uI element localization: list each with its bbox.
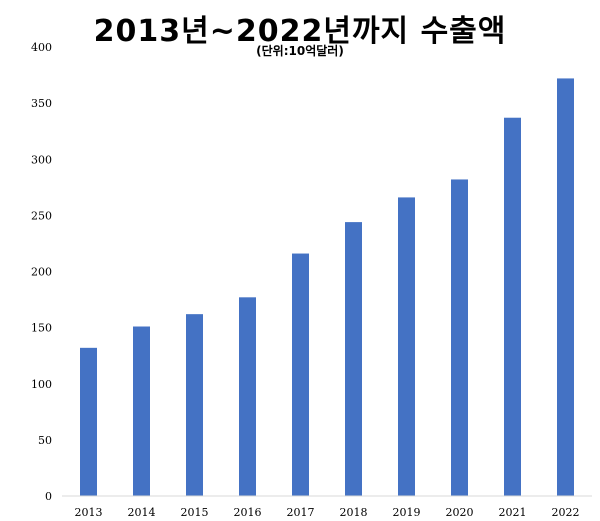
bar-2021 bbox=[504, 117, 521, 496]
bar-series bbox=[80, 78, 574, 497]
y-tick-label: 0 bbox=[45, 490, 52, 503]
bar-2017 bbox=[292, 253, 309, 496]
x-tick-label: 2019 bbox=[393, 506, 421, 519]
x-tick-label: 2018 bbox=[340, 506, 368, 519]
y-tick-label: 350 bbox=[31, 97, 52, 110]
y-axis-ticks: 0 50 100 150 200 250 300 350 400 bbox=[31, 41, 52, 503]
bar-2014 bbox=[133, 326, 150, 496]
bar-2013 bbox=[80, 347, 97, 496]
y-tick-label: 200 bbox=[31, 266, 52, 279]
y-tick-label: 250 bbox=[31, 209, 52, 222]
bar-2019 bbox=[398, 197, 415, 497]
y-tick-label: 50 bbox=[38, 434, 52, 447]
chart-subtitle: (단위:10억달러) bbox=[256, 44, 344, 58]
x-tick-label: 2020 bbox=[446, 506, 474, 519]
bar-2018 bbox=[345, 222, 362, 497]
chart-title: 2013년~2022년까지 수출액 bbox=[93, 14, 507, 49]
x-tick-label: 2021 bbox=[499, 506, 527, 519]
y-tick-label: 400 bbox=[31, 41, 52, 54]
x-tick-label: 2016 bbox=[234, 506, 262, 519]
x-tick-label: 2015 bbox=[181, 506, 209, 519]
x-tick-label: 2017 bbox=[287, 506, 315, 519]
y-tick-label: 300 bbox=[31, 153, 52, 166]
x-tick-label: 2022 bbox=[552, 506, 580, 519]
x-tick-label: 2013 bbox=[75, 506, 103, 519]
bar-2022 bbox=[557, 78, 574, 497]
bar-2015 bbox=[186, 314, 203, 496]
y-tick-label: 100 bbox=[31, 378, 52, 391]
bar-2016 bbox=[239, 297, 256, 496]
x-tick-label: 2014 bbox=[128, 506, 156, 519]
y-tick-label: 150 bbox=[31, 322, 52, 335]
x-axis-ticks: 2013 2014 2015 2016 2017 2018 2019 2020 2021 2022 bbox=[75, 506, 580, 519]
bar-2020 bbox=[451, 179, 468, 496]
